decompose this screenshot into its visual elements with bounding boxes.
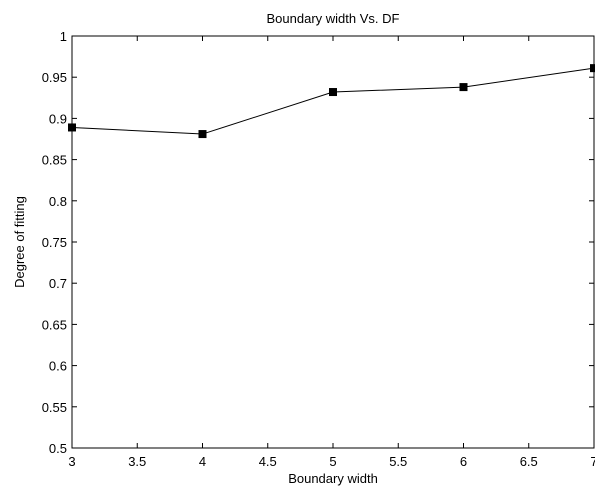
x-tick-label: 7 xyxy=(590,454,595,469)
x-tick-label: 5.5 xyxy=(389,454,407,469)
x-tick-label: 6 xyxy=(460,454,467,469)
x-axis-label: Boundary width xyxy=(288,471,378,486)
y-axis-label: Degree of fitting xyxy=(12,196,27,288)
y-tick-label: 0.95 xyxy=(42,70,67,85)
y-tick-label: 0.75 xyxy=(42,235,67,250)
y-tick-label: 0.7 xyxy=(49,276,67,291)
x-tick-label: 3 xyxy=(68,454,75,469)
y-tick-label: 0.8 xyxy=(49,194,67,209)
y-tick-label: 0.85 xyxy=(42,153,67,168)
y-tick-label: 0.6 xyxy=(49,359,67,374)
x-tick-label: 3.5 xyxy=(128,454,146,469)
axis-ticks xyxy=(71,35,595,449)
y-tick-label: 0.5 xyxy=(49,441,67,456)
data-point xyxy=(198,130,207,139)
data-point xyxy=(329,88,337,97)
y-tick-label: 0.55 xyxy=(42,400,67,415)
x-tick-label: 5 xyxy=(329,454,336,469)
axis-tick-labels: 3 3.5 4 4.5 5 5.5 6 6.5 7 0.5 0.55 0.6 0.65 0.7 0.75 0.… xyxy=(42,29,595,469)
x-tick-label: 4 xyxy=(199,454,206,469)
x-tick-label: 6.5 xyxy=(520,454,538,469)
series-layer xyxy=(68,64,595,139)
data-point xyxy=(590,64,595,73)
data-point xyxy=(68,123,76,132)
x-tick-label: 4.5 xyxy=(259,454,277,469)
data-point xyxy=(459,83,468,92)
plot-area xyxy=(71,35,595,449)
y-tick-label: 0.65 xyxy=(42,317,67,332)
y-tick-label: 0.9 xyxy=(49,111,67,126)
chart-title: Boundary width Vs. DF xyxy=(267,11,400,26)
y-tick-label: 1 xyxy=(60,29,67,44)
